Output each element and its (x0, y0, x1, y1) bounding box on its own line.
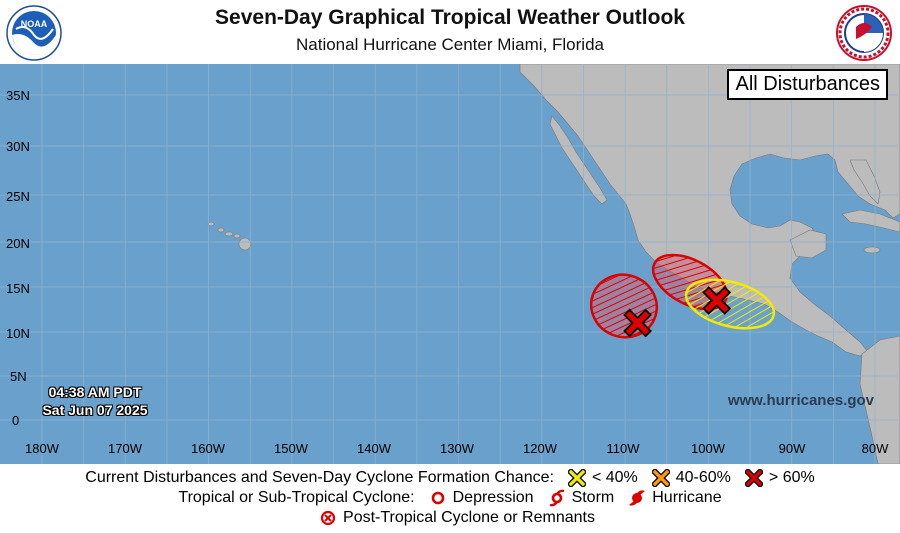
outlook-map (0, 44, 900, 466)
orange-x-icon (651, 469, 670, 487)
storm-icon (548, 489, 566, 507)
land-north-america (519, 63, 900, 357)
legend-row-post-tropical: Post-Tropical Cyclone or Remnants (0, 509, 900, 527)
land-baja-california (549, 115, 608, 205)
all-disturbances-label: All Disturbances (727, 69, 888, 100)
lat-lon-grid (0, 44, 900, 466)
website-link[interactable]: www.hurricanes.gov (727, 392, 874, 409)
page-subtitle: National Hurricane Center Miami, Florida (295, 35, 604, 54)
noaa-logo: NOAA (6, 5, 62, 61)
land-jamaica (863, 246, 881, 254)
land-hawaii (207, 221, 252, 251)
lon-label-110w: 110W (606, 441, 640, 456)
lon-label-140w: 140W (357, 441, 391, 456)
lat-label-30n: 30N (6, 139, 30, 154)
legend-formation-label: Current Disturbances and Seven-Day Cyclo… (85, 469, 554, 486)
legend-depression: Depression (452, 489, 534, 506)
lon-label-100w: 100W (691, 441, 725, 456)
lon-label-90w: 90W (778, 441, 806, 456)
lon-label-80w: 80W (861, 441, 889, 456)
lon-label-160w: 160W (191, 441, 225, 456)
depression-icon (429, 489, 447, 507)
svg-text:NOAA: NOAA (21, 19, 48, 29)
formation-area-outline (684, 278, 776, 330)
timestamp-date: Sat Jun 07 2025 (42, 402, 148, 418)
hurricane-icon (628, 489, 646, 507)
disturbance-marker (623, 308, 652, 338)
legend-post-tropical: Post-Tropical Cyclone or Remnants (343, 509, 595, 526)
disturbance-markers (623, 286, 732, 338)
marker-x (704, 288, 729, 313)
legend-cyclone-label: Tropical or Sub-Tropical Cyclone: (178, 489, 415, 506)
marker-x (625, 311, 650, 335)
lat-label-0: 0 (12, 413, 20, 428)
lat-label-5n: 5N (10, 369, 27, 384)
land-florida (849, 159, 881, 205)
nws-logo (836, 5, 892, 61)
header: NOAA Seven-Day Graphical Tropical Weathe… (0, 0, 900, 64)
post-tropical-icon (319, 509, 337, 527)
lon-label-120w: 120W (523, 441, 557, 456)
timestamp-time: 04:38 AM PDT (48, 384, 142, 400)
lat-label-25n: 25N (6, 189, 30, 204)
lat-label-10n: 10N (6, 326, 30, 341)
land-cuba (841, 209, 900, 233)
legend-low-chance: < 40% (591, 469, 638, 486)
legend-hurricane: Hurricane (652, 489, 722, 506)
lat-label-35n: 35N (6, 88, 30, 103)
lon-label-130w: 130W (440, 441, 474, 456)
red-x-icon (744, 469, 763, 487)
land-yucatan (789, 229, 827, 259)
legend-row-formation-chance: Current Disturbances and Seven-Day Cyclo… (0, 469, 900, 487)
page-title: Seven-Day Graphical Tropical Weather Out… (215, 6, 685, 29)
legend-storm: Storm (571, 489, 615, 506)
formation-area-outline (589, 273, 659, 339)
lon-label-170w: 170W (108, 441, 142, 456)
legend: Current Disturbances and Seven-Day Cyclo… (0, 464, 900, 533)
legend-row-cyclone: Tropical or Sub-Tropical Cyclone: Depres… (0, 489, 900, 507)
lat-label-15n: 15N (6, 281, 30, 296)
legend-medium-chance: 40-60% (675, 469, 731, 486)
lon-label-180w: 180W (25, 441, 59, 456)
disturbance-marker (702, 286, 732, 315)
yellow-x-icon (567, 469, 586, 487)
legend-high-chance: > 60% (768, 469, 815, 486)
lon-label-150w: 150W (274, 441, 308, 456)
lat-label-20n: 20N (6, 236, 30, 251)
